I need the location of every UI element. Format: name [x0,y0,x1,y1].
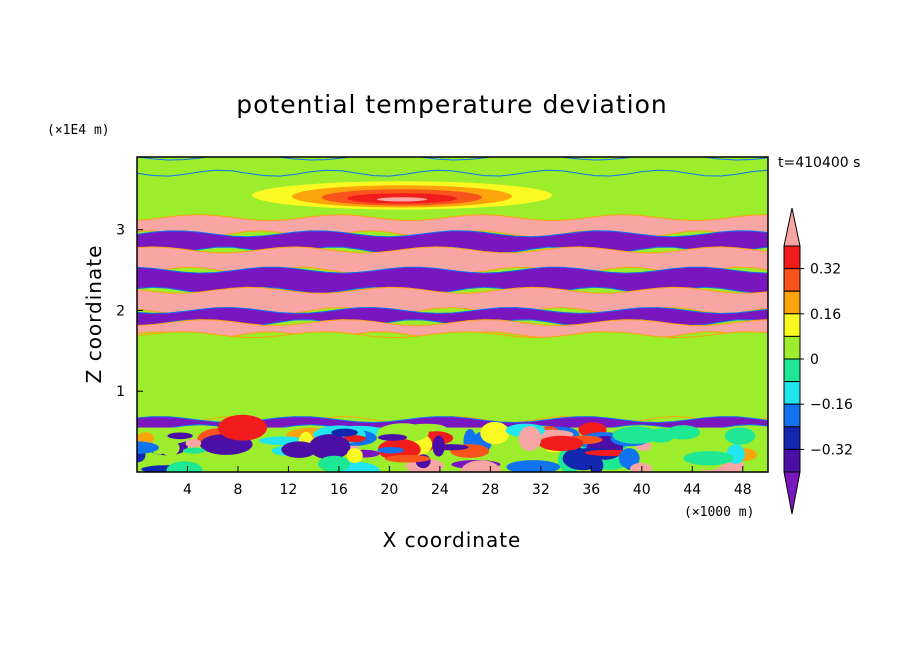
field-band-contour [137,230,768,254]
field-band [346,448,363,464]
field-band [137,319,768,338]
y-tick-label: 1 [116,384,125,400]
y-tick-label: 2 [116,303,125,319]
field-band [618,448,640,469]
field-band-contour [137,286,768,314]
x-axis-title: X coordinate [383,528,522,552]
x-tick-label: 28 [481,482,499,498]
field-band [629,462,653,472]
field-band [281,441,317,458]
x-tick-label: 16 [330,482,348,498]
field-band [384,454,431,463]
colorbar-box [783,426,801,450]
field-band [683,451,734,466]
x-tick-label: 32 [532,482,550,498]
field-band [666,425,701,440]
field-band-contour [137,246,768,274]
colorbar-box [783,313,801,337]
colorbar-box [783,448,801,473]
colorbar-box [783,358,801,383]
field-band [460,460,501,472]
x-tick-label: 12 [280,482,298,498]
field-band [137,331,768,423]
field-band [377,197,428,202]
field-band [506,460,561,472]
colorbar-tick-label: −0.16 [810,397,853,413]
field-band [185,438,202,448]
field-band-contour [137,331,768,423]
time-label: t=410400 s [778,155,860,171]
colorbar-tick-label: 0.16 [810,307,841,323]
x-tick-label: 4 [183,482,192,498]
field-band [518,426,542,452]
field-band-contour [137,157,768,177]
y-axis: 1 2 3 [116,223,143,400]
x-tick-label: 20 [380,482,398,498]
contour-field [137,157,768,472]
chart-title: potential temperature deviation [236,90,667,119]
field-band [166,461,203,472]
field-band [182,447,206,454]
colorbar-box [783,335,801,360]
field-band [480,421,510,445]
colorbar-box [783,268,801,292]
field-band [308,434,351,460]
field-band [377,446,404,454]
x-unit-label: (×1000 m) [684,505,754,520]
x-tick-label: 24 [431,482,449,498]
plot-frame [136,156,769,473]
colorbar-tick-label: 0 [810,352,819,368]
colorbar-tick-label: −0.32 [810,442,853,458]
field-band [137,267,768,294]
field-band [137,157,768,177]
field-band [160,440,180,456]
field-band [590,457,604,472]
field-band [137,441,159,454]
field-band [217,414,267,441]
colorbar-box [783,381,801,405]
colorbar-box [783,245,801,270]
y-tick-label: 3 [116,223,125,239]
colorbar-bottom-arrow [783,471,801,515]
field-band [137,246,768,273]
x-tick-label: 8 [233,482,242,498]
x-tick-label: 40 [633,482,651,498]
field-band [137,287,768,314]
colorbar-top-arrow [783,207,801,247]
x-tick-label: 36 [582,482,600,498]
colorbar: 0.32 0.16 0 −0.16 −0.32 [783,207,853,515]
y-axis-title: Z coordinate [82,245,106,384]
x-axis: 4 8 12 16 20 24 28 32 36 40 44 48 [183,466,752,498]
field-band [318,455,351,472]
x-tick-label: 48 [734,482,752,498]
x-tick-label: 44 [683,482,701,498]
field-band [406,423,446,432]
field-band [432,444,469,451]
field-band [343,435,366,443]
field-band-contour [137,266,768,294]
colorbar-box [783,290,801,315]
y-unit-label: (×1E4 m) [47,123,110,138]
field-band [538,435,584,452]
field-band [137,416,768,431]
field-band [724,427,756,445]
field-band [612,426,660,444]
field-band [331,428,358,437]
colorbar-tick-label: 0.32 [810,262,841,278]
field-band [167,432,193,440]
field-band [377,434,408,441]
colorbar-box [783,403,801,428]
